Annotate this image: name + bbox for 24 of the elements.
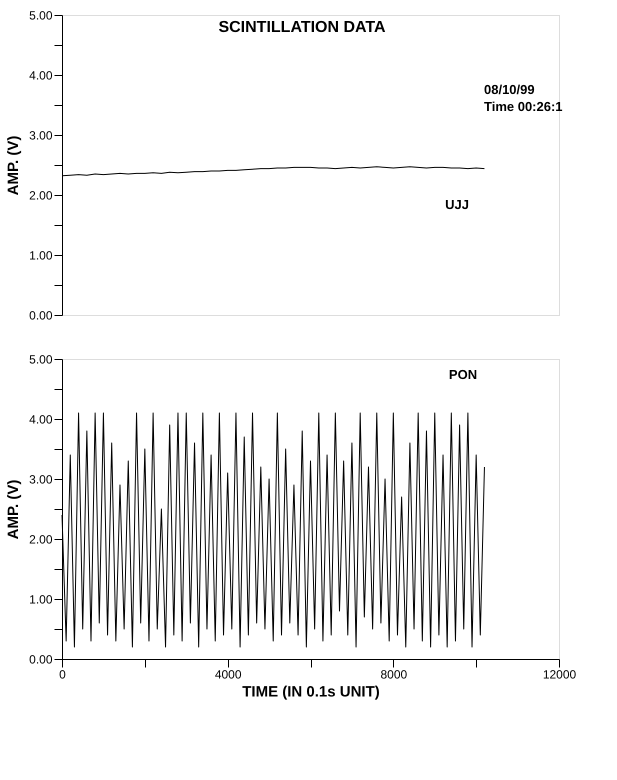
chart-title: SCINTILLATION DATA bbox=[218, 19, 386, 36]
y-tick-label: 0.00 bbox=[29, 308, 53, 322]
annotation: 08/10/99 bbox=[484, 82, 535, 97]
text: UJJ bbox=[445, 197, 469, 212]
y-tick-label: 2.00 bbox=[29, 532, 53, 546]
y-axis-title: AMP. (V) bbox=[5, 136, 22, 196]
text: PON bbox=[448, 367, 478, 382]
y-tick-label: 0.00 bbox=[29, 652, 53, 666]
x-tick-label: 8000 bbox=[380, 668, 408, 682]
y-axis-title: AMP. (V) bbox=[5, 480, 22, 540]
y-tick-label: 4.00 bbox=[29, 412, 53, 426]
y-tick-label: 3.00 bbox=[29, 472, 53, 486]
y-tick-label: 1.00 bbox=[29, 248, 53, 262]
x-tick-label: 4000 bbox=[214, 668, 242, 682]
y-tick-label: 5.00 bbox=[29, 8, 53, 22]
y-tick-label: 1.00 bbox=[29, 592, 53, 606]
y-tick-label: 3.00 bbox=[29, 128, 53, 142]
y-tick-label: 2.00 bbox=[29, 188, 53, 202]
annotation: Time 00:26:1 bbox=[484, 99, 563, 114]
y-tick-label: 4.00 bbox=[29, 68, 53, 82]
x-tick-label: 0 bbox=[59, 668, 66, 682]
x-tick-label: 12000 bbox=[542, 668, 577, 682]
y-tick-label: 5.00 bbox=[29, 352, 53, 366]
x-axis-title: TIME (IN 0.1s UNIT) bbox=[242, 684, 380, 700]
